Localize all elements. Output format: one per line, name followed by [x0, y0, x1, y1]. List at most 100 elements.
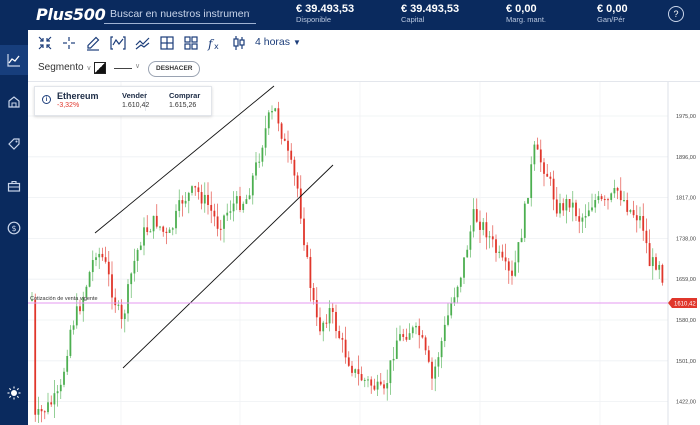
sell-label: Vender — [122, 91, 148, 100]
candle-body — [632, 210, 635, 216]
candle-body — [607, 199, 609, 201]
candle-body — [168, 229, 171, 234]
info-icon[interactable]: i — [42, 95, 51, 104]
candle-body — [555, 199, 558, 214]
sidebar-item-funds[interactable]: $ — [0, 213, 28, 243]
stat-capital: € 39.493,53 Capital — [401, 3, 459, 24]
price-chart[interactable]: Cotización de venta vigente 1975,00 1896,… — [28, 82, 700, 425]
instrument-panel[interactable]: i Ethereum -3,32% Vender 1.610,42 Compra… — [34, 86, 212, 116]
candle-body — [527, 197, 529, 204]
sidebar-item-portfolio[interactable] — [0, 171, 28, 201]
chevron-down-icon[interactable]: ∨ — [135, 63, 141, 70]
price-tag: 1610,42 — [668, 298, 697, 308]
candle-body — [235, 196, 238, 204]
candles-icon[interactable] — [230, 34, 248, 52]
search-box[interactable] — [104, 4, 256, 24]
candle-body — [248, 195, 251, 200]
trend-line-upper — [94, 85, 275, 234]
stat-value: € 39.493,53 — [296, 3, 355, 15]
candle-body — [258, 161, 261, 163]
candle-body — [418, 325, 421, 336]
buy-label: Comprar — [169, 91, 201, 100]
candle-body — [130, 273, 133, 285]
candle-body — [37, 409, 40, 415]
svg-text:f: f — [207, 37, 215, 51]
plus500-logo[interactable]: Plus500 — [36, 5, 106, 24]
svg-text:x: x — [214, 42, 219, 51]
candle-body — [447, 315, 449, 325]
candle-body — [610, 193, 613, 200]
search-input[interactable] — [110, 6, 250, 22]
candle-body — [274, 108, 277, 112]
candle-body — [91, 260, 94, 273]
trend-lines-icon[interactable] — [134, 34, 152, 52]
candle-body — [501, 251, 504, 258]
sidebar-item-theme[interactable] — [0, 378, 28, 408]
candle-body — [111, 274, 113, 298]
stat-label: Capital — [401, 15, 425, 24]
crosshair-icon[interactable] — [60, 34, 78, 52]
candle-body — [597, 196, 600, 201]
candle-body — [344, 339, 347, 358]
candle-body — [431, 361, 433, 379]
candle-body — [389, 360, 392, 384]
color-swatch[interactable] — [94, 62, 106, 74]
buy-price[interactable]: 1.615,26 — [169, 102, 197, 109]
candle-body — [533, 144, 536, 165]
pencil-icon[interactable] — [84, 34, 102, 52]
sidebar-item-trade[interactable] — [0, 87, 28, 117]
candle-body — [629, 210, 632, 212]
timeframe-select[interactable]: 4 horas ▼ — [255, 36, 301, 48]
price-tag-label: 1610,42 — [674, 301, 696, 307]
drawing-bar: Segmento ∨ ∨ DESHACER — [28, 56, 700, 82]
sell-price[interactable]: 1.610,42 — [122, 102, 150, 109]
candle-body — [322, 322, 325, 332]
candle-body — [658, 264, 661, 270]
candle-body — [136, 249, 139, 261]
candle-body — [85, 286, 88, 298]
candle-body — [117, 304, 120, 306]
candle-body — [72, 325, 75, 330]
candle-body — [191, 186, 193, 193]
candle-body — [453, 297, 456, 304]
shrink-icon[interactable] — [36, 34, 54, 52]
candle-body — [283, 138, 286, 141]
candle-body — [219, 228, 222, 230]
sidebar-item-chart[interactable] — [0, 45, 28, 75]
candle-body — [466, 249, 469, 258]
grid-icon[interactable] — [182, 34, 200, 52]
segment-select[interactable]: Segmento ∨ — [38, 62, 92, 73]
line-style-icon[interactable] — [114, 68, 132, 69]
candle-body — [402, 334, 405, 337]
candle-body — [591, 207, 593, 211]
candle-body — [424, 337, 427, 351]
candle-body — [101, 253, 104, 258]
candle-body — [399, 334, 401, 341]
help-icon[interactable]: ? — [668, 6, 684, 22]
wave-box-icon[interactable] — [109, 34, 127, 52]
candle-body — [242, 203, 245, 210]
sidebar-item-orders[interactable] — [0, 129, 28, 159]
candle-body — [587, 210, 590, 217]
candle-body — [581, 217, 584, 222]
candle-body — [443, 324, 446, 342]
layout-icon[interactable] — [158, 34, 176, 52]
candle-body — [536, 144, 539, 150]
candle-body — [360, 374, 363, 381]
candle-body — [63, 371, 65, 385]
candle-body — [328, 308, 331, 324]
candle-body — [306, 245, 309, 257]
candle-body — [559, 203, 561, 214]
candle-body — [271, 111, 273, 113]
candle-body — [616, 188, 619, 191]
candle-body — [213, 210, 216, 217]
segment-label: Segmento — [38, 62, 84, 73]
candle-body — [421, 335, 424, 338]
candle-body — [613, 188, 616, 194]
candle-body — [363, 379, 366, 381]
price-tick-label: 1501,00 — [676, 359, 696, 365]
candle-body — [104, 257, 107, 262]
candle-body — [405, 336, 408, 340]
undo-button[interactable]: DESHACER — [148, 61, 201, 77]
